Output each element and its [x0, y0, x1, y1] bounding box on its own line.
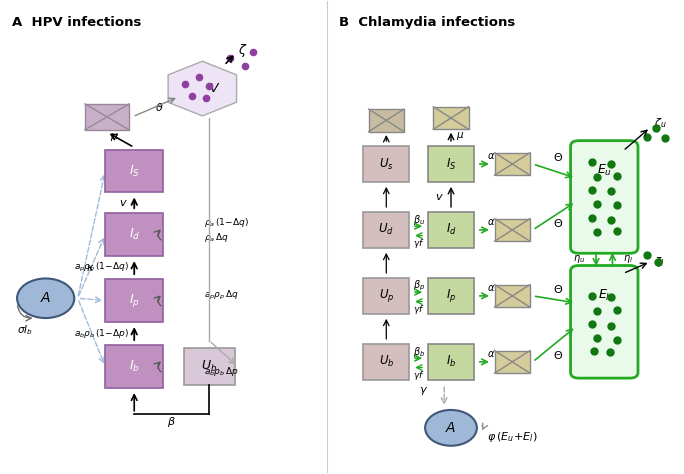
Text: $\rho_a\,\Delta q$: $\rho_a\,\Delta q$ [204, 230, 229, 244]
Text: $\zeta$: $\zeta$ [238, 42, 248, 59]
FancyBboxPatch shape [105, 279, 163, 322]
Text: $\theta$: $\theta$ [155, 101, 164, 113]
Text: $\zeta_u$: $\zeta_u$ [654, 116, 666, 130]
Text: $\gamma$: $\gamma$ [419, 385, 428, 397]
Text: $a_b\rho_b\,(1\!-\!\Delta p)$: $a_b\rho_b\,(1\!-\!\Delta p)$ [74, 327, 129, 340]
Text: $\beta_p$: $\beta_p$ [412, 278, 425, 293]
Text: $A$: $A$ [40, 291, 51, 305]
Text: $\beta_u$: $\beta_u$ [412, 212, 425, 227]
Text: $A$: $A$ [445, 421, 457, 435]
Text: $\alpha$: $\alpha$ [487, 349, 495, 359]
Text: $I_p$: $I_p$ [446, 287, 456, 304]
Text: $U_s$: $U_s$ [379, 156, 394, 172]
FancyBboxPatch shape [570, 265, 638, 378]
FancyBboxPatch shape [105, 213, 163, 256]
Text: $\mu$: $\mu$ [110, 131, 119, 144]
Text: $U_b$: $U_b$ [378, 355, 394, 369]
Text: $\gamma f$: $\gamma f$ [413, 369, 425, 382]
FancyBboxPatch shape [363, 344, 410, 380]
Text: $\sigma I_b$: $\sigma I_b$ [17, 323, 34, 337]
FancyBboxPatch shape [570, 141, 638, 253]
Text: $V$: $V$ [209, 82, 220, 95]
FancyBboxPatch shape [495, 284, 530, 307]
Text: $E_l$: $E_l$ [598, 288, 610, 303]
Text: $a_b\rho_b\,\Delta p$: $a_b\rho_b\,\Delta p$ [204, 365, 239, 378]
Text: $U_p$: $U_p$ [378, 287, 394, 304]
Text: $\kappa$: $\kappa$ [86, 263, 94, 273]
Text: $\Theta$: $\Theta$ [553, 283, 563, 295]
Text: $I_b$: $I_b$ [446, 355, 456, 369]
FancyBboxPatch shape [363, 146, 410, 182]
Text: $I_S$: $I_S$ [129, 164, 140, 179]
Text: $I_b$: $I_b$ [129, 359, 140, 374]
Text: $I_S$: $I_S$ [446, 156, 456, 172]
FancyBboxPatch shape [428, 212, 474, 247]
FancyBboxPatch shape [105, 346, 163, 388]
Text: $v$: $v$ [119, 198, 127, 208]
Text: $\gamma f$: $\gamma f$ [413, 302, 425, 316]
Text: $I_d$: $I_d$ [445, 222, 456, 237]
Text: $\eta_u$: $\eta_u$ [573, 254, 586, 265]
Text: $U_d$: $U_d$ [378, 222, 394, 237]
Text: $a_p\rho_p\,(1\!-\!\Delta q)$: $a_p\rho_p\,(1\!-\!\Delta q)$ [74, 261, 129, 274]
FancyBboxPatch shape [428, 344, 474, 380]
Text: $I_p$: $I_p$ [129, 292, 140, 309]
FancyBboxPatch shape [433, 107, 469, 129]
Text: $\beta$: $\beta$ [168, 415, 176, 429]
FancyBboxPatch shape [85, 104, 129, 130]
FancyBboxPatch shape [495, 219, 530, 241]
Circle shape [425, 410, 477, 446]
Text: $\varphi\,(E_u\!+\!E_l)$: $\varphi\,(E_u\!+\!E_l)$ [487, 430, 538, 444]
Text: $\zeta_l$: $\zeta_l$ [654, 255, 664, 269]
FancyBboxPatch shape [495, 351, 530, 373]
Text: $v$: $v$ [436, 192, 444, 202]
Text: B  Chlamydia infections: B Chlamydia infections [339, 16, 515, 28]
FancyBboxPatch shape [495, 153, 530, 175]
Text: A  HPV infections: A HPV infections [12, 16, 141, 28]
Text: $\alpha$: $\alpha$ [487, 283, 495, 293]
Text: $a_p\rho_p\,\Delta q$: $a_p\rho_p\,\Delta q$ [204, 289, 239, 302]
Text: $I_d$: $I_d$ [129, 227, 140, 242]
FancyBboxPatch shape [369, 109, 404, 132]
FancyBboxPatch shape [363, 212, 410, 247]
Text: $\Theta$: $\Theta$ [553, 349, 563, 361]
Text: $\Theta$: $\Theta$ [553, 151, 563, 164]
Text: $\rho_a\,(1\!-\!\Delta q)$: $\rho_a\,(1\!-\!\Delta q)$ [204, 216, 249, 229]
Text: $\alpha$: $\alpha$ [487, 218, 495, 228]
Text: $\beta_b$: $\beta_b$ [412, 345, 425, 358]
Text: $U_b$: $U_b$ [201, 359, 218, 374]
Text: $\gamma f$: $\gamma f$ [413, 237, 425, 250]
Text: $\alpha$: $\alpha$ [487, 151, 495, 162]
Circle shape [17, 278, 75, 318]
Text: $\Theta$: $\Theta$ [553, 218, 563, 229]
FancyBboxPatch shape [105, 150, 163, 192]
FancyBboxPatch shape [428, 278, 474, 314]
Text: $\eta_l$: $\eta_l$ [623, 254, 633, 265]
FancyBboxPatch shape [428, 146, 474, 182]
Text: $\mu$: $\mu$ [456, 130, 464, 142]
FancyBboxPatch shape [183, 348, 235, 385]
FancyBboxPatch shape [363, 278, 410, 314]
Text: $E_u$: $E_u$ [596, 163, 611, 178]
